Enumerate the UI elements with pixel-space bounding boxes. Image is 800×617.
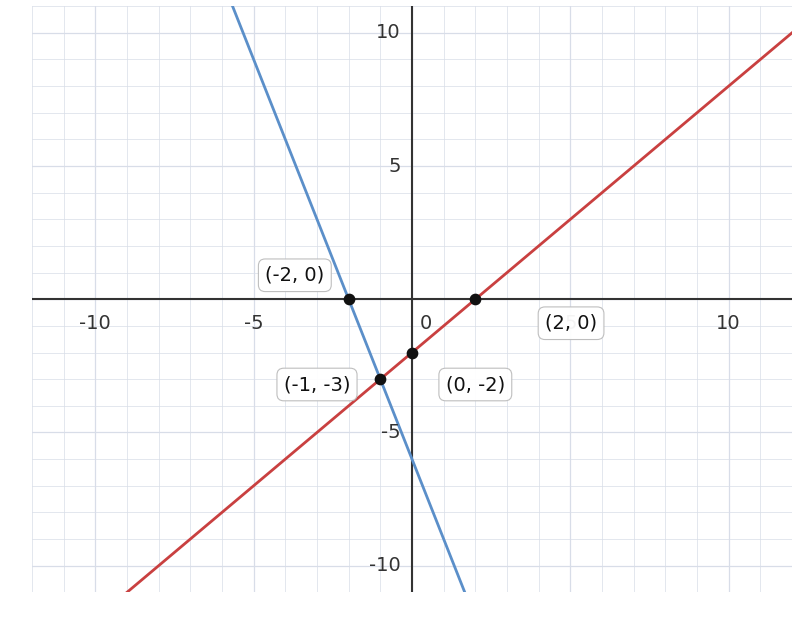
Text: (2, 0): (2, 0) [545,313,597,333]
Text: 0: 0 [420,314,432,333]
Point [469,294,482,304]
Point [406,347,418,357]
Text: (-1, -3): (-1, -3) [284,375,350,394]
Text: 5: 5 [564,314,577,333]
Text: 10: 10 [716,314,741,333]
Text: -5: -5 [382,423,401,442]
Text: 10: 10 [376,23,401,43]
Text: -10: -10 [369,556,401,575]
Text: 5: 5 [389,157,401,175]
Text: (0, -2): (0, -2) [446,375,505,394]
Text: -5: -5 [244,314,263,333]
Text: (-2, 0): (-2, 0) [266,266,325,285]
Text: -10: -10 [79,314,111,333]
Point [342,294,355,304]
Point [374,375,386,384]
